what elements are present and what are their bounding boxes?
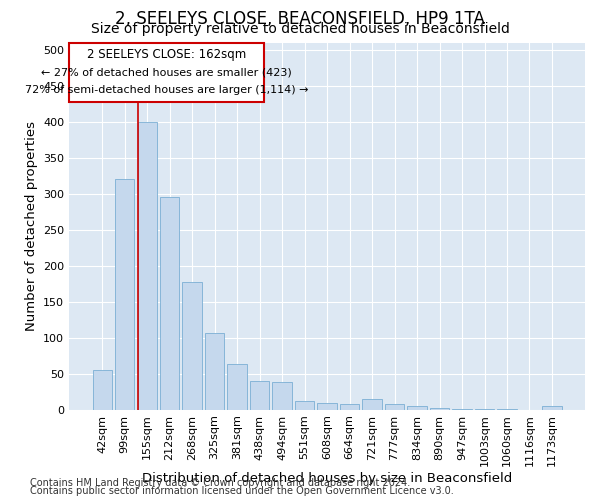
Text: ← 27% of detached houses are smaller (423): ← 27% of detached houses are smaller (42…	[41, 67, 292, 77]
Bar	[115, 180, 134, 410]
Bar	[272, 382, 292, 409]
Text: Contains HM Land Registry data © Crown copyright and database right 2024.: Contains HM Land Registry data © Crown c…	[30, 478, 410, 488]
Text: 72% of semi-detached houses are larger (1,114) →: 72% of semi-detached houses are larger (…	[25, 84, 308, 94]
Bar	[407, 406, 427, 409]
Bar	[430, 408, 449, 410]
Bar	[137, 122, 157, 410]
Bar	[92, 370, 112, 410]
Bar	[250, 381, 269, 410]
Bar	[205, 332, 224, 409]
Bar	[452, 409, 472, 410]
Bar	[385, 404, 404, 409]
Bar	[295, 401, 314, 409]
FancyBboxPatch shape	[69, 42, 263, 102]
Bar	[227, 364, 247, 410]
Bar	[160, 198, 179, 410]
Y-axis label: Number of detached properties: Number of detached properties	[25, 121, 38, 331]
Text: 2 SEELEYS CLOSE: 162sqm: 2 SEELEYS CLOSE: 162sqm	[87, 48, 246, 61]
Bar	[317, 402, 337, 409]
Bar	[340, 404, 359, 409]
Text: Size of property relative to detached houses in Beaconsfield: Size of property relative to detached ho…	[91, 22, 509, 36]
X-axis label: Distribution of detached houses by size in Beaconsfield: Distribution of detached houses by size …	[142, 472, 512, 485]
Text: Contains public sector information licensed under the Open Government Licence v3: Contains public sector information licen…	[30, 486, 454, 496]
Bar	[182, 282, 202, 410]
Bar	[362, 399, 382, 409]
Bar	[542, 406, 562, 409]
Text: 2, SEELEYS CLOSE, BEACONSFIELD, HP9 1TA: 2, SEELEYS CLOSE, BEACONSFIELD, HP9 1TA	[115, 10, 485, 28]
